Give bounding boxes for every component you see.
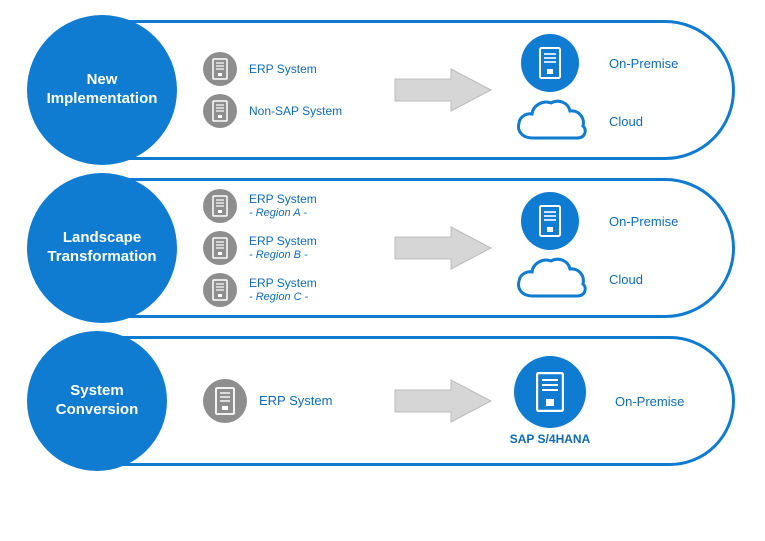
target-label: On-Premise <box>615 394 695 409</box>
sources-column: ERP System <box>203 379 388 423</box>
target-item: On-Premise <box>511 192 689 250</box>
source-item: ERP System <box>203 379 388 423</box>
source-sub-text: - Region C - <box>249 291 317 304</box>
target-caption: SAP S/4HANA <box>510 432 590 446</box>
source-sub-text: - Region A - <box>249 207 317 220</box>
source-item: ERP System <box>203 52 388 86</box>
targets-column: SAP S/4HANA On-Premise <box>498 356 702 446</box>
target-label: On-Premise <box>609 56 689 71</box>
targets-column: On-Premise Cloud <box>498 34 702 146</box>
sources-column: ERP System - Region A - ERP System - Reg… <box>203 189 388 307</box>
server-icon <box>203 52 237 86</box>
server-icon <box>521 34 579 92</box>
cloud-icon <box>511 254 589 304</box>
arrow-icon <box>388 225 498 271</box>
server-icon <box>203 379 247 423</box>
row-title-circle: Landscape Transformation <box>27 173 177 323</box>
source-label-text: ERP System <box>259 393 332 409</box>
server-icon <box>203 189 237 223</box>
server-icon <box>514 356 586 428</box>
source-label: ERP System - Region C - <box>249 276 317 304</box>
source-label: ERP System <box>249 62 317 76</box>
target-icon-wrap <box>511 192 589 250</box>
target-label: Cloud <box>609 114 689 129</box>
source-label: ERP System <box>259 393 332 409</box>
server-icon <box>203 94 237 128</box>
cloud-icon <box>511 96 589 146</box>
source-label: ERP System - Region A - <box>249 192 317 220</box>
server-icon <box>203 231 237 265</box>
arrow-icon <box>388 378 498 424</box>
row-title-circle: New Implementation <box>27 15 177 165</box>
arrow-icon <box>388 67 498 113</box>
source-label-text: ERP System <box>249 276 317 290</box>
source-item: Non-SAP System <box>203 94 388 128</box>
row-title: New Implementation <box>47 71 158 109</box>
source-label-text: ERP System <box>249 62 317 76</box>
source-label: Non-SAP System <box>249 104 342 118</box>
sources-column: ERP System Non-SAP System <box>203 52 388 128</box>
row-container: Landscape Transformation ERP System - Re… <box>30 178 735 318</box>
target-item: SAP S/4HANA On-Premise <box>505 356 695 446</box>
target-item: Cloud <box>511 254 689 304</box>
target-label: On-Premise <box>609 214 689 229</box>
targets-column: On-Premise Cloud <box>498 192 702 304</box>
row-new-implementation: New Implementation ERP System Non-SAP Sy… <box>30 20 735 160</box>
source-label-text: Non-SAP System <box>249 104 342 118</box>
target-item: Cloud <box>511 96 689 146</box>
target-item: On-Premise <box>511 34 689 92</box>
target-icon-wrap <box>511 96 589 146</box>
row-container: New Implementation ERP System Non-SAP Sy… <box>30 20 735 160</box>
row-landscape-transformation: Landscape Transformation ERP System - Re… <box>30 178 735 318</box>
source-label: ERP System - Region B - <box>249 234 317 262</box>
row-title: Landscape Transformation <box>47 229 156 267</box>
row-container: System Conversion ERP System SA <box>30 336 735 466</box>
source-sub-text: - Region B - <box>249 249 317 262</box>
source-item: ERP System - Region C - <box>203 273 388 307</box>
row-system-conversion: System Conversion ERP System SA <box>30 336 735 466</box>
server-icon <box>203 273 237 307</box>
source-item: ERP System - Region A - <box>203 189 388 223</box>
row-title: System Conversion <box>56 382 139 420</box>
target-label: Cloud <box>609 272 689 287</box>
source-label-text: ERP System <box>249 234 317 248</box>
row-title-circle: System Conversion <box>27 331 167 471</box>
target-icon-wrap <box>511 254 589 304</box>
source-label-text: ERP System <box>249 192 317 206</box>
server-icon <box>521 192 579 250</box>
source-item: ERP System - Region B - <box>203 231 388 265</box>
target-icon-wrap <box>511 34 589 92</box>
target-icon-wrap: SAP S/4HANA <box>505 356 595 446</box>
